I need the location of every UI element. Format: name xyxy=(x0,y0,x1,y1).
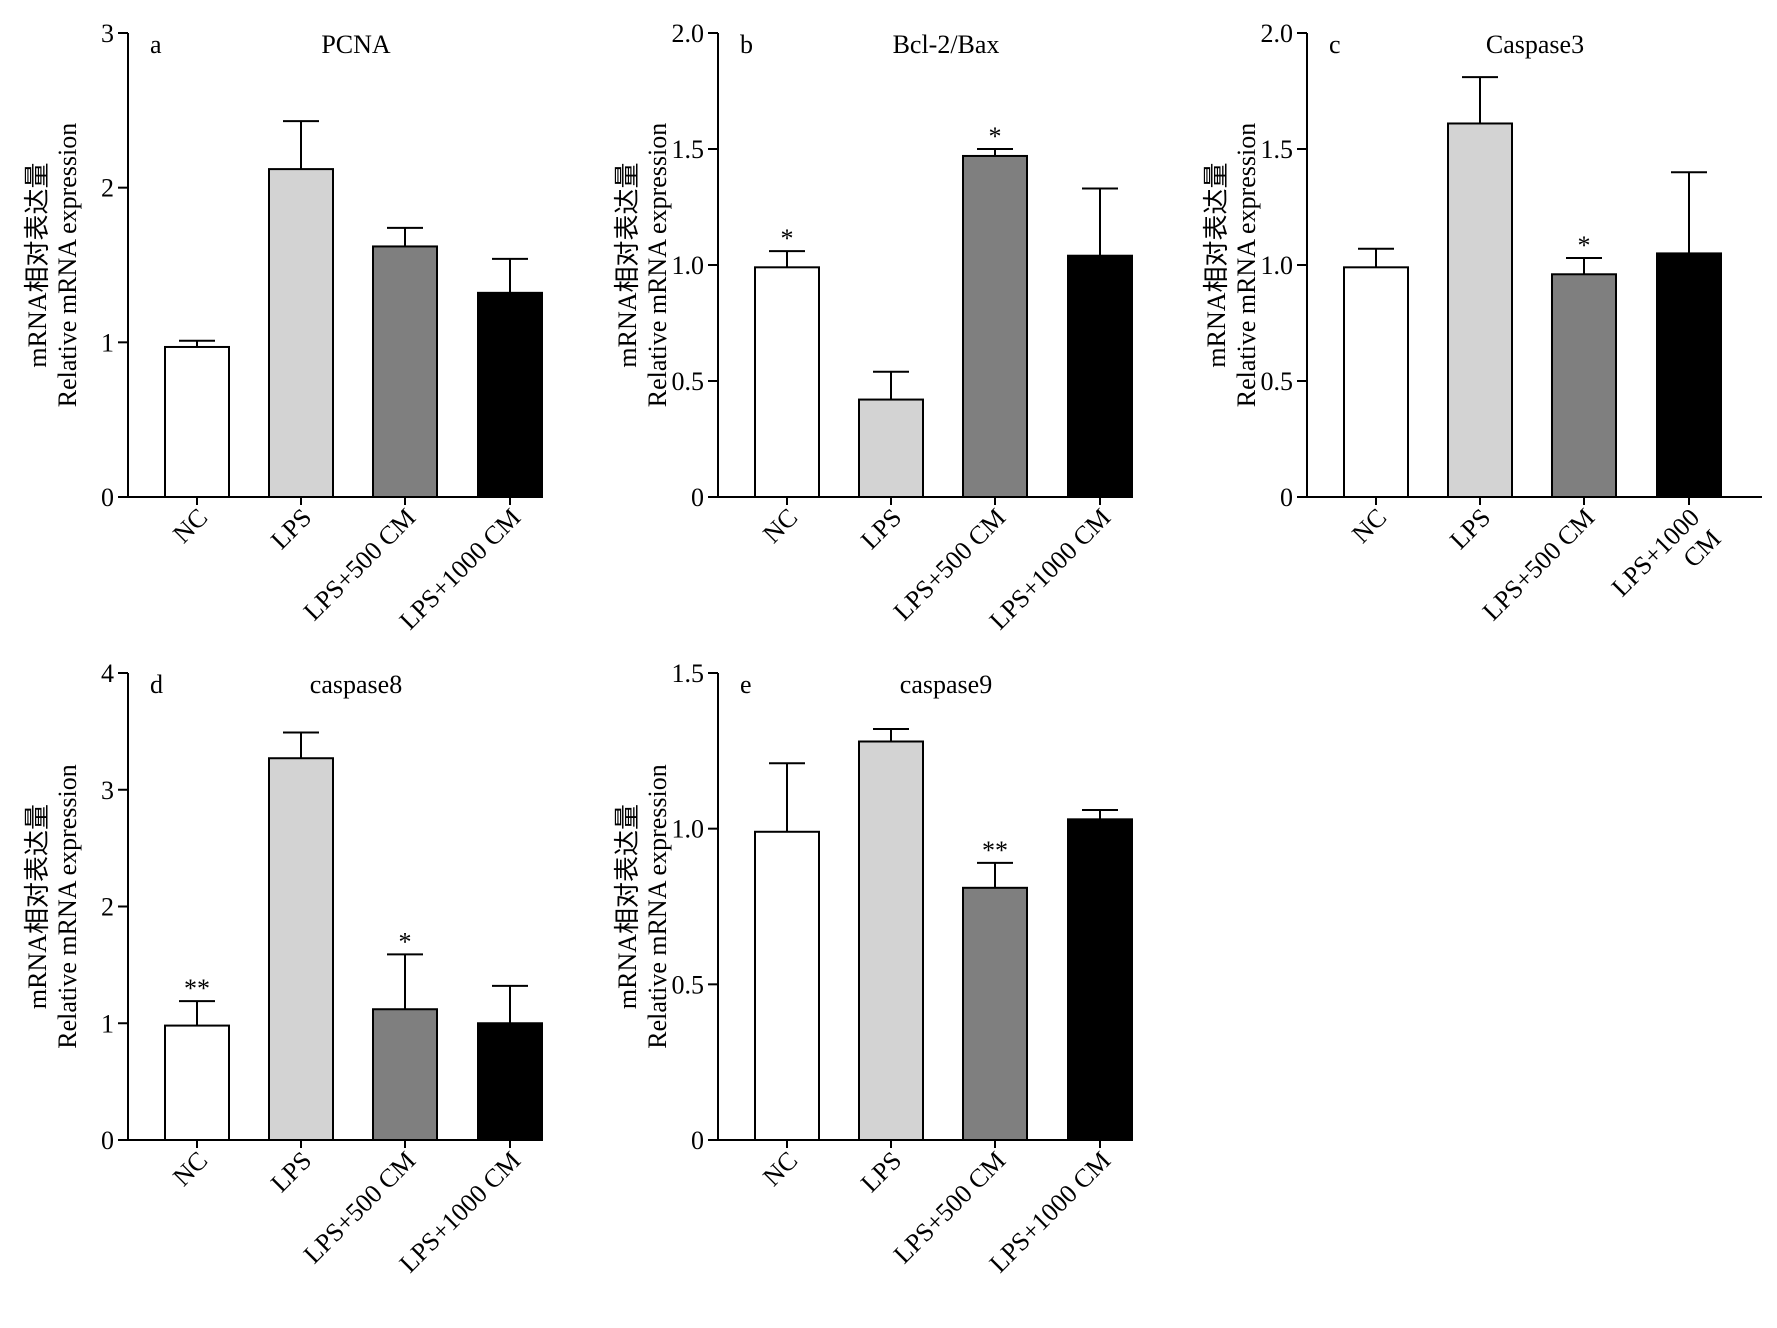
bar-nc xyxy=(754,830,820,1142)
panel-letter: c xyxy=(1329,30,1341,59)
y-axis-label-en: Relative mRNA expression xyxy=(53,764,82,1049)
bar-lps-500-cm xyxy=(372,245,438,498)
x-tick-label: LPS xyxy=(855,503,907,555)
x-tick-label: NC xyxy=(167,1146,213,1192)
significance-marker: * xyxy=(1578,231,1591,260)
y-tick-label: 1.5 xyxy=(672,659,705,688)
chart-panel-b: 0 0.5 1.0 1.5 2.0 b Bcl-2/Bax mRNA相对表达量 Relative… xyxy=(613,19,1133,635)
bar-nc xyxy=(164,345,230,498)
panel-title: Bcl-2/Bax xyxy=(893,30,1000,59)
y-tick-label: 1 xyxy=(101,328,114,357)
bar-lps-500-cm xyxy=(962,154,1028,499)
x-tick-label: LPS xyxy=(855,1146,907,1198)
bar-nc xyxy=(1343,266,1409,498)
panel-letter: e xyxy=(740,670,752,699)
panel-title: Caspase3 xyxy=(1486,30,1584,59)
panel-title: PCNA xyxy=(321,30,391,59)
y-axis-label-en: Relative mRNA expression xyxy=(53,123,82,408)
y-tick-label: 0 xyxy=(1280,483,1293,512)
bar-lps-1000-cm xyxy=(1067,254,1133,498)
y-axis-label-cn: mRNA相对表达量 xyxy=(23,162,52,367)
y-axis-label-en: Relative mRNA expression xyxy=(643,123,672,408)
x-tick-label: NC xyxy=(757,1146,803,1192)
y-tick-label: 2 xyxy=(101,174,114,203)
significance-marker: ** xyxy=(184,974,210,1003)
bar-lps xyxy=(858,398,924,498)
panel-title: caspase9 xyxy=(900,670,992,699)
x-tick-label: LPS xyxy=(265,1146,317,1198)
x-tick-label: NC xyxy=(1346,503,1392,549)
significance-marker: * xyxy=(989,122,1002,151)
x-tick-label: LPS xyxy=(1444,503,1496,555)
y-axis-label-cn: mRNA相对表达量 xyxy=(613,162,642,367)
x-tick-label: NC xyxy=(167,503,213,549)
chart-panel-c: 0 0.5 1.0 1.5 2.0 c Caspase3 mRNA相对表达量 Relative … xyxy=(1202,19,1762,626)
y-tick-label: 1.5 xyxy=(1261,135,1294,164)
y-tick-label: 0 xyxy=(101,1126,114,1155)
bar-lps-1000-cm xyxy=(1656,252,1722,498)
x-tick-label: LPS xyxy=(265,503,317,555)
y-axis-label-en: Relative mRNA expression xyxy=(1232,123,1261,408)
significance-marker: * xyxy=(399,927,412,956)
bar-lps-500-cm xyxy=(372,1008,438,1141)
bar-lps-1000-cm xyxy=(1067,818,1133,1141)
y-tick-label: 0 xyxy=(691,1126,704,1155)
significance-marker: * xyxy=(781,224,794,253)
bar-lps-1000-cm xyxy=(477,1022,543,1141)
y-tick-label: 3 xyxy=(101,19,114,48)
x-tick-label: NC xyxy=(757,503,803,549)
y-tick-label: 1.0 xyxy=(1261,251,1294,280)
y-axis-label-cn: mRNA相对表达量 xyxy=(613,804,642,1009)
bar-lps xyxy=(858,740,924,1141)
bar-lps-500-cm xyxy=(962,886,1028,1141)
y-tick-label: 0 xyxy=(101,483,114,512)
y-tick-label: 3 xyxy=(101,776,114,805)
y-tick-label: 0.5 xyxy=(672,970,705,999)
y-tick-label: 2.0 xyxy=(672,19,705,48)
y-tick-label: 1.5 xyxy=(672,135,705,164)
chart-panel-a: 0 1 2 3 a PCNA mRNA相对表达量 Relative mRNA expressi… xyxy=(23,19,543,635)
bar-lps xyxy=(268,168,334,499)
panel-title: caspase8 xyxy=(310,670,402,699)
bar-lps-1000-cm xyxy=(477,291,543,498)
y-tick-label: 0 xyxy=(691,483,704,512)
bar-lps-500-cm xyxy=(1551,273,1617,498)
chart-panel-e: 0 0.5 1.0 1.5 e caspase9 mRNA相对表达量 Relative mRN… xyxy=(613,659,1133,1278)
panel-letter: a xyxy=(150,30,162,59)
y-tick-label: 1.0 xyxy=(672,251,705,280)
panel-letter: d xyxy=(150,670,163,699)
y-tick-label: 1.0 xyxy=(672,815,705,844)
bar-nc xyxy=(164,1024,230,1141)
x-tick-label: LPS+1000CM xyxy=(1606,503,1727,624)
bar-lps xyxy=(1447,122,1513,498)
y-tick-label: 4 xyxy=(101,659,114,688)
panel-letter: b xyxy=(740,30,753,59)
y-tick-label: 2.0 xyxy=(1261,19,1294,48)
y-tick-label: 0.5 xyxy=(672,367,705,396)
y-axis-label-en: Relative mRNA expression xyxy=(643,764,672,1049)
x-tick-label: LPS+500 CM xyxy=(1477,503,1600,626)
y-tick-label: 1 xyxy=(101,1009,114,1038)
y-axis-label-cn: mRNA相对表达量 xyxy=(1202,162,1231,367)
significance-marker: ** xyxy=(982,836,1008,865)
y-axis-label-cn: mRNA相对表达量 xyxy=(23,804,52,1009)
bar-lps xyxy=(268,757,334,1141)
chart-panel-d: 0 1 2 3 4 d caspase8 mRNA相对表达量 Relative mRNA exp… xyxy=(23,659,543,1278)
bar-nc xyxy=(754,266,820,498)
y-tick-label: 2 xyxy=(101,893,114,922)
y-tick-label: 0.5 xyxy=(1261,367,1294,396)
